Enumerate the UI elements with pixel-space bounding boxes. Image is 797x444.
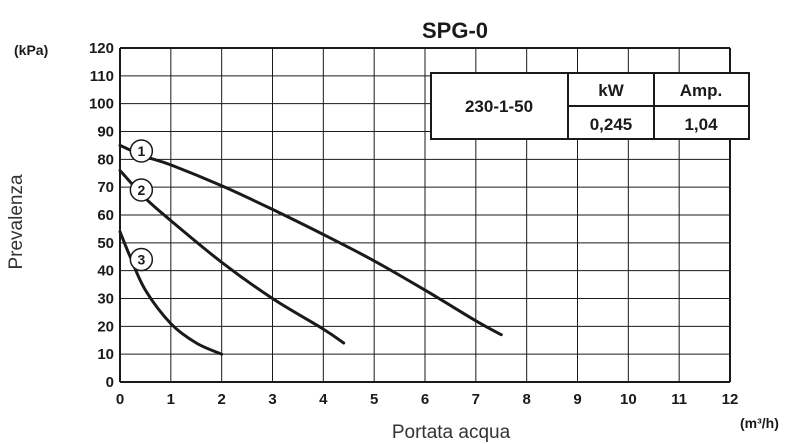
y-tick-label: 70 (97, 179, 114, 196)
x-tick-label: 3 (268, 391, 276, 408)
y-tick-label: 50 (97, 235, 114, 252)
y-axis-label: Prevalenza (6, 174, 27, 269)
y-tick-label: 90 (97, 124, 114, 141)
x-tick-label: 8 (522, 391, 530, 408)
curve-1 (118, 143, 503, 337)
x-tick-label: 4 (319, 391, 328, 408)
curve-label-1: 1 (137, 143, 145, 159)
x-tick-label: 1 (167, 391, 175, 408)
x-tick-label: 2 (217, 391, 225, 408)
curve-label-circle (129, 139, 154, 163)
specs-header-amp: Amp. (680, 81, 723, 100)
specs-supply: 230-1-50 (465, 97, 533, 116)
x-tick-label: 5 (370, 391, 378, 408)
tick-labels: 0 1 2 3 4 5 6 7 8 9 10 11 12010203040506070809010011… (89, 40, 738, 408)
y-tick-label: 120 (89, 40, 114, 57)
y-tick-label: 100 (89, 96, 114, 113)
x-tick-label: 7 (472, 391, 480, 408)
curve-label-2: 2 (137, 182, 145, 198)
curve-label-circle (129, 247, 154, 272)
y-tick-label: 40 (97, 263, 114, 280)
curve-label-circle (129, 178, 154, 202)
x-tick-label: 12 (722, 391, 739, 408)
specs-table: 230-1-50 kW Amp. 0,245 1,04 (430, 72, 750, 140)
specs-value-amp: 1,04 (684, 115, 718, 134)
specs-value-kw: 0,245 (590, 115, 633, 134)
specs-header-kw: kW (598, 81, 624, 100)
y-tick-label: 60 (97, 207, 114, 224)
x-tick-label: 6 (421, 391, 429, 408)
curve-3 (118, 230, 224, 356)
x-axis-label: Portata acqua (392, 422, 511, 443)
y-unit-label: (kPa) (14, 42, 48, 58)
y-tick-label: 20 (97, 318, 114, 335)
y-tick-label: 30 (97, 291, 114, 308)
curve-label-3: 3 (137, 252, 145, 268)
curves (118, 143, 503, 356)
curve-2 (118, 169, 346, 345)
x-tick-label: 9 (573, 391, 581, 408)
y-tick-label: 80 (97, 151, 114, 168)
chart-title: SPG-0 (422, 18, 488, 43)
y-tick-label: 10 (97, 346, 114, 363)
x-tick-label: 10 (620, 391, 637, 408)
x-tick-label: 11 (671, 391, 687, 408)
curve-labels: 1 2 3 (129, 139, 154, 272)
x-tick-label: 0 (116, 391, 124, 408)
y-tick-label: 110 (90, 68, 114, 85)
y-tick-label: 0 (106, 374, 114, 391)
x-unit-label: (m³/h) (740, 415, 779, 431)
